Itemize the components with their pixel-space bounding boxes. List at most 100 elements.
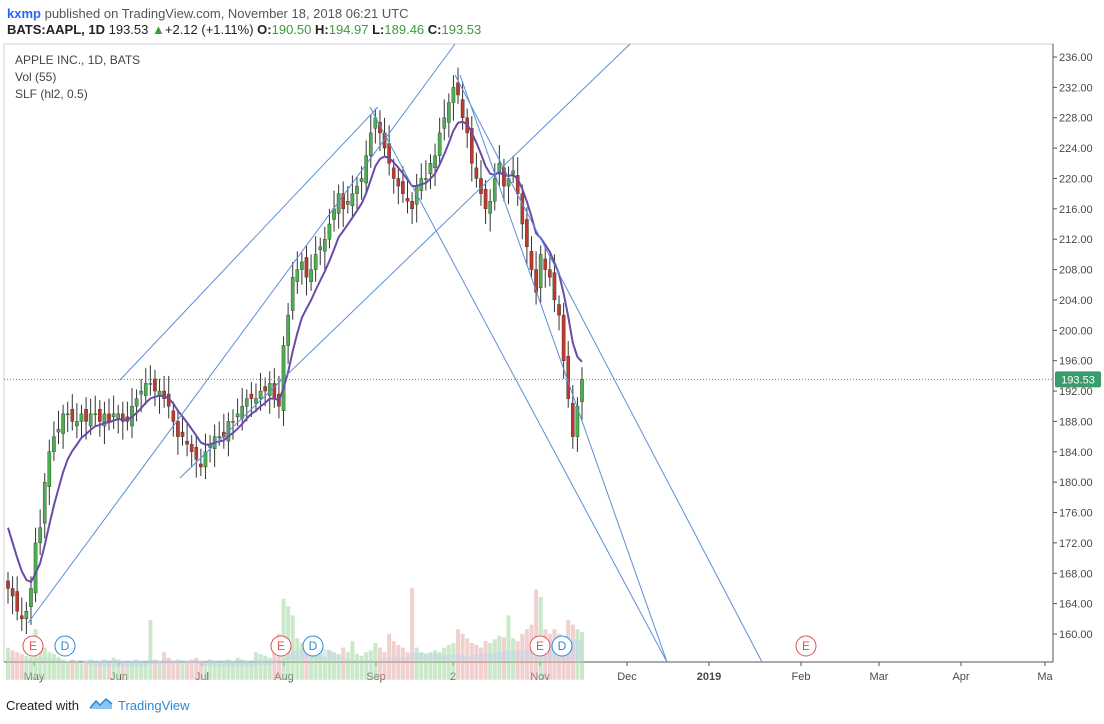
earnings-event-marker[interactable] — [22, 635, 44, 657]
symbol-label: BATS:AAPL, 1D — [7, 22, 105, 37]
candle-body — [304, 257, 309, 278]
dividend-event-label: D — [61, 639, 70, 653]
candle-body — [557, 304, 561, 316]
candle-body — [529, 251, 534, 270]
volume-bar — [580, 631, 584, 680]
candle-body — [65, 413, 70, 416]
trend-line[interactable] — [27, 43, 456, 624]
legend-vol: Vol (55) — [15, 70, 56, 84]
tradingview-logo-icon[interactable] — [88, 696, 114, 712]
volume-bar — [309, 647, 314, 680]
volume-bar — [148, 620, 153, 680]
volume-bar — [570, 624, 575, 680]
candle-body — [84, 409, 88, 422]
slf-indicator-line — [7, 120, 583, 584]
volume-bar — [327, 650, 332, 680]
volume-bar — [442, 647, 447, 680]
volume-bar — [134, 659, 139, 680]
volume-bar — [102, 659, 107, 680]
candle-body — [88, 413, 93, 427]
dividend-event-label: D — [558, 639, 567, 653]
candle-body — [396, 178, 401, 187]
y-tick-label: 220.00 — [1059, 173, 1093, 185]
earnings-event-label: E — [802, 639, 810, 653]
candle-body — [116, 413, 121, 419]
candle-body — [332, 208, 336, 220]
volume-bar — [410, 587, 415, 680]
volume-bar — [15, 652, 20, 680]
candle-body — [410, 201, 414, 210]
earnings-event-marker[interactable] — [795, 635, 817, 657]
candle-body — [424, 178, 428, 180]
candle-body — [38, 527, 42, 544]
candle-body — [405, 198, 410, 202]
price-change: +2.12 (+1.11%) — [164, 22, 254, 37]
volume-bar — [157, 661, 162, 680]
volume-bar — [552, 629, 557, 680]
tradingview-brand[interactable]: TradingView — [118, 698, 190, 713]
y-tick-label: 200.00 — [1059, 325, 1093, 337]
y-tick-label: 208.00 — [1059, 265, 1093, 277]
volume-bar — [414, 647, 419, 680]
candle-body — [79, 413, 84, 422]
volume-bar — [483, 641, 488, 680]
volume-bar — [405, 652, 410, 680]
candle-body — [460, 99, 465, 118]
trend-line[interactable] — [119, 106, 379, 381]
volume-bar — [79, 663, 84, 680]
volume-bar — [437, 652, 442, 680]
price-chart[interactable]: 236.00 232.00 228.00 224.00 220.00 216.00 212.… — [0, 0, 1104, 690]
candle-body — [254, 398, 258, 404]
candle-body — [98, 409, 102, 422]
candle-body — [107, 413, 111, 422]
candle-body — [359, 178, 364, 182]
trend-line[interactable] — [459, 74, 668, 663]
volume-bar — [231, 661, 236, 680]
volume-bar — [419, 652, 424, 680]
volume-bar — [299, 643, 304, 680]
earnings-event-marker[interactable] — [270, 635, 292, 657]
up-arrow-icon: ▲ — [152, 22, 165, 37]
trend-line[interactable] — [179, 43, 631, 479]
trend-line[interactable] — [454, 74, 763, 663]
open-label: O: — [257, 22, 272, 37]
volume-bar — [198, 661, 203, 680]
candle-body — [189, 443, 194, 452]
candle-body — [511, 170, 515, 175]
candle-body — [447, 102, 451, 123]
volume-bar — [377, 647, 382, 680]
volume-bar — [258, 654, 263, 680]
candle-body — [19, 615, 24, 620]
dividend-event-marker[interactable] — [302, 635, 324, 657]
volume-bar — [10, 650, 15, 680]
dividend-event-marker[interactable] — [551, 635, 573, 657]
candle-body — [286, 314, 290, 346]
candle-body — [469, 128, 474, 164]
author-link[interactable]: kxmp — [7, 6, 41, 21]
dividend-event-marker[interactable] — [54, 635, 76, 657]
volume-bar — [451, 643, 456, 680]
volume-bar — [534, 589, 539, 680]
candle-body — [318, 246, 323, 251]
y-tick-label: 192.00 — [1059, 386, 1093, 398]
y-tick-label: 236.00 — [1059, 52, 1093, 64]
volume-bar — [129, 661, 134, 680]
volume-bar — [116, 659, 121, 680]
chart-header: kxmp published on TradingView.com, Novem… — [0, 0, 1104, 44]
volume-bar — [456, 629, 461, 680]
volume-bar — [38, 644, 43, 680]
trend-line[interactable] — [369, 106, 668, 663]
volume-bar — [524, 629, 529, 680]
earnings-event-marker[interactable] — [529, 635, 551, 657]
candle-body — [263, 386, 267, 392]
candle-body — [47, 451, 52, 487]
volume-bar — [465, 638, 470, 680]
volume-bar — [557, 633, 562, 680]
close-label: C: — [427, 22, 442, 37]
candle-body — [29, 588, 33, 607]
volume-bar — [162, 652, 167, 680]
volume-bar — [189, 659, 194, 680]
volume-bar — [143, 663, 148, 680]
candle-body — [442, 117, 447, 129]
volume-bar — [139, 661, 144, 680]
